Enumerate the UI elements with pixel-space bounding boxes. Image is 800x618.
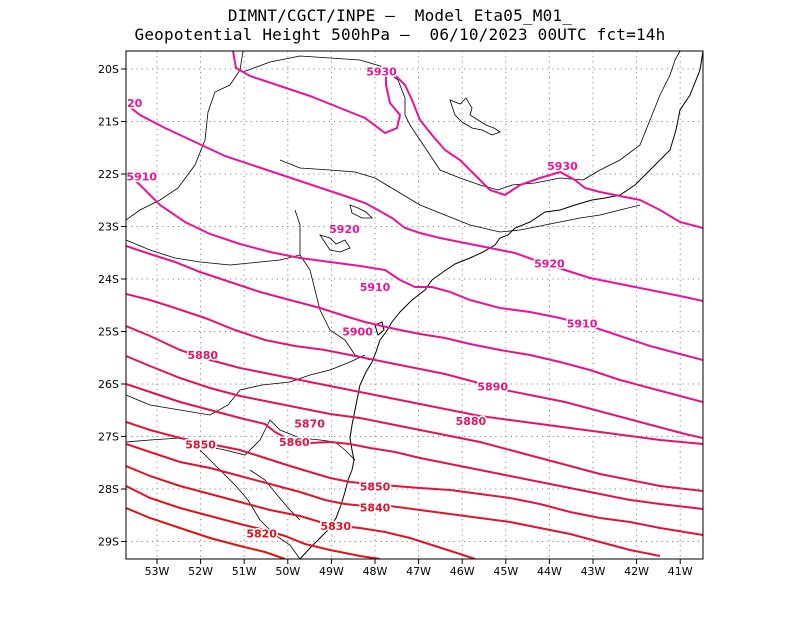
lat-tick-label: 26S (98, 378, 119, 391)
contour-label: 5850 (185, 438, 216, 451)
contour-label: 5920 (329, 223, 360, 236)
lon-tick-label: 53W (145, 565, 170, 578)
contour-line-5890 (126, 293, 703, 439)
lat-tick-label: 22S (98, 168, 119, 181)
lon-tick-label: 42W (624, 565, 649, 578)
height-contours (126, 51, 703, 559)
lon-tick-label: 44W (537, 565, 562, 578)
paraguay-border (126, 209, 301, 266)
lat-tick-label: 27S (98, 431, 119, 444)
lon-tick-label: 52W (188, 565, 213, 578)
state-border-sp-mg (242, 55, 584, 191)
contour-line-5930 (232, 51, 703, 229)
island-small (374, 321, 385, 336)
lat-tick-label: 20S (98, 63, 119, 76)
title-line-2: Geopotential Height 500hPa – 06/10/2023 … (134, 25, 666, 44)
state-border-mg-es (582, 51, 681, 181)
map-frame (125, 50, 704, 560)
contour-label: 5910 (567, 318, 598, 331)
lat-tick-label: 29S (98, 536, 119, 549)
lon-tick-label: 50W (275, 565, 300, 578)
lon-tick-label: 41W (668, 565, 693, 578)
lon-tick-label: 49W (319, 565, 344, 578)
lat-tick-label: 25S (98, 326, 119, 339)
contour-line-5810 (126, 507, 286, 559)
lat-tick-label: 21S (98, 116, 119, 129)
contour-line-5820 (126, 485, 381, 559)
lon-tick-label: 51W (232, 565, 257, 578)
contour-label: 5890 (477, 381, 508, 394)
political-borders (126, 51, 681, 559)
contour-label: 5840 (360, 501, 391, 514)
contour-label: 5930 (366, 66, 397, 79)
argentina-border (126, 354, 366, 416)
lon-tick-label: 46W (450, 565, 475, 578)
lon-tick-label: 43W (581, 565, 606, 578)
contour-label: 5850 (360, 480, 391, 493)
contour-line-5880 (126, 325, 703, 445)
uruguay-border (199, 449, 301, 559)
lon-tick-label: 45W (493, 565, 518, 578)
contour-labels: 5930 5930 920 5920 5920 5910 5910 5910 5900 5890 5… (119, 64, 599, 542)
contour-label: 5870 (294, 417, 325, 430)
state-border-pr-sp (279, 159, 641, 233)
contour-label: 5880 (456, 415, 487, 428)
contour-line-5920 (126, 103, 703, 302)
contour-label: 5900 (342, 326, 373, 339)
lat-tick-label: 24S (98, 273, 119, 286)
contour-label: 5820 (246, 528, 277, 541)
title-line-1: DIMNT/CGCT/INPE – Model Eta05_M01_ (227, 6, 573, 25)
lon-tick-label: 47W (406, 565, 431, 578)
contour-line-5900 (126, 245, 703, 403)
contour-label: 5920 (534, 257, 565, 270)
inland-lake-border (249, 469, 301, 521)
contour-label: 5860 (279, 436, 310, 449)
lat-tick-label: 23S (98, 221, 119, 234)
contour-line-5850 (126, 421, 703, 536)
contour-line-5870 (126, 355, 703, 492)
axis-ticks: 53W 52W 51W 50W 49W 48W 47W 46W 45W 44W 43W 42W 41W 2… (98, 63, 693, 578)
contour-label: 5910 (126, 171, 157, 184)
contour-label: 5830 (320, 520, 351, 533)
contour-line-5840 (126, 443, 661, 557)
contour-line-5860 (126, 383, 703, 510)
brazil-state-border-north (126, 51, 244, 221)
contour-line-5910 (126, 171, 703, 361)
contour-label: 5880 (187, 349, 218, 362)
contour-label: 920 (119, 97, 142, 110)
lat-tick-label: 28S (98, 483, 119, 496)
reservoirs (319, 97, 501, 253)
graticule (126, 51, 703, 559)
contour-line-5830 (126, 465, 476, 559)
state-border-pr-sc (299, 254, 371, 361)
contour-label: 5930 (547, 160, 578, 173)
lon-tick-label: 48W (363, 565, 388, 578)
contour-label: 5910 (360, 281, 391, 294)
